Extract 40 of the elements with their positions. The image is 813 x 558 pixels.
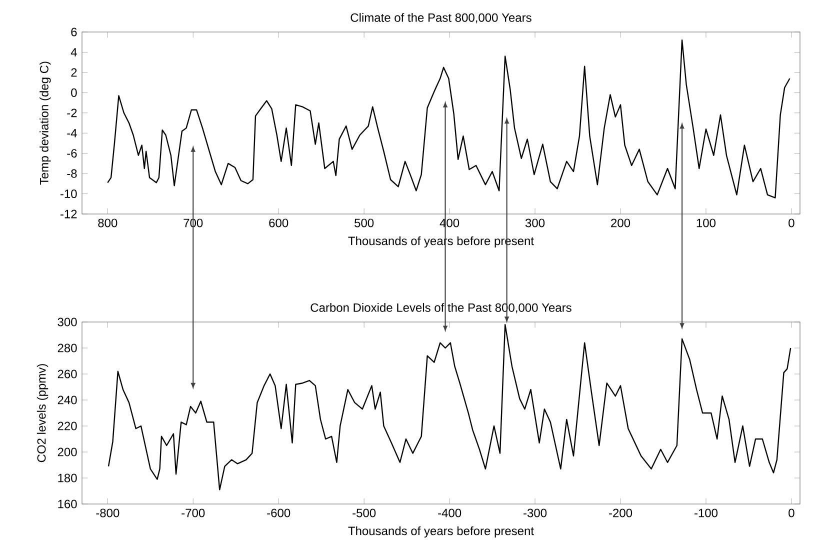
- y-tick-label: 200: [58, 448, 77, 456]
- x-tick-label: -100: [694, 508, 718, 518]
- y-tick-label: 160: [58, 500, 77, 508]
- x-tick-label: 100: [696, 218, 716, 228]
- line-series: [107, 39, 790, 198]
- y-tick-label: 0: [71, 88, 77, 97]
- x-tick-label: -700: [182, 508, 205, 518]
- y-tick-label: 280: [58, 344, 77, 352]
- x-tick-label: -400: [438, 508, 462, 518]
- y-tick-label: 6: [71, 28, 77, 36]
- x-tick-label: 500: [354, 218, 374, 228]
- y-tick-label: -2: [67, 108, 77, 118]
- x-tick-label: 0: [788, 508, 794, 518]
- x-tick-label: -600: [267, 508, 290, 518]
- y-tick-label: -12: [60, 210, 77, 218]
- x-tick-label: 300: [525, 218, 545, 228]
- x-tick-label: -200: [609, 508, 632, 518]
- x-axis-title: Thousands of years before present: [348, 526, 534, 538]
- y-tick-label: 220: [58, 422, 77, 430]
- y-tick-label: 4: [70, 48, 77, 56]
- y-tick-label: -10: [60, 190, 77, 198]
- x-tick-label: -300: [524, 508, 547, 518]
- x-tick-label: -500: [352, 508, 376, 518]
- y-tick-label: 300: [58, 318, 77, 326]
- x-tick-label: 600: [269, 218, 288, 228]
- line-series: [108, 324, 792, 490]
- y-axis-title: CO2 levels (ppmv): [36, 364, 48, 462]
- y-tick-label: -6: [67, 149, 77, 158]
- x-tick-label: 200: [611, 218, 630, 228]
- y-tick-label: 260: [58, 370, 77, 378]
- y-tick-label: -4: [67, 128, 77, 138]
- y-tick-label: 240: [58, 396, 77, 404]
- y-axis-title: Temp deviation (deg C): [40, 62, 51, 185]
- chart-title: Climate of the Past 800,000 Years: [350, 13, 532, 24]
- y-tick-label: 2: [71, 68, 77, 77]
- x-tick-label: -800: [96, 508, 120, 518]
- x-tick-label: 0: [788, 218, 794, 228]
- y-tick-label: -8: [67, 169, 77, 178]
- y-tick-label: 180: [58, 474, 77, 482]
- x-tick-label: 800: [98, 218, 118, 228]
